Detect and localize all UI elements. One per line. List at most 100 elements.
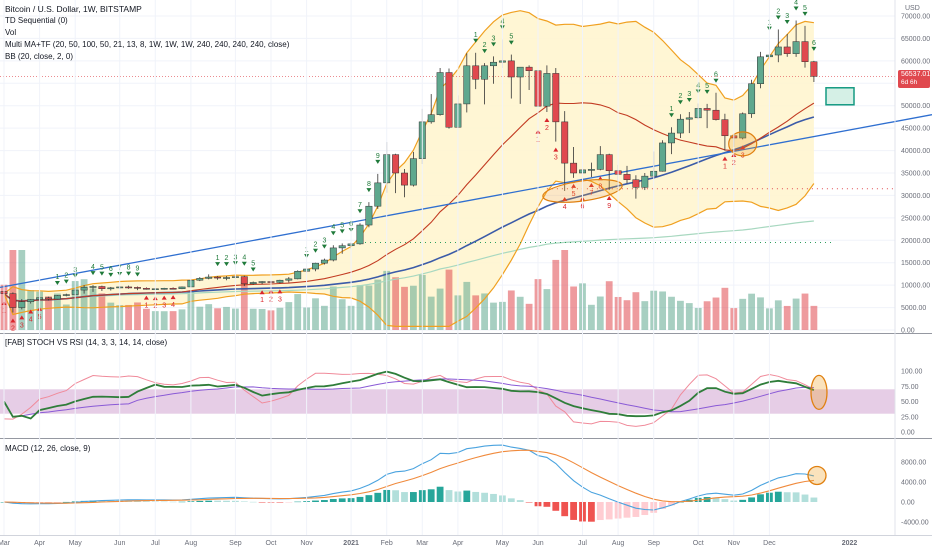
volume-bar	[178, 309, 186, 330]
macd-histogram-bar	[223, 500, 230, 502]
volume-bar	[276, 307, 284, 330]
candle-body	[409, 158, 417, 186]
macd-histogram-bar	[632, 502, 640, 517]
ma-20-line	[3, 102, 815, 302]
macd-histogram-bar	[507, 498, 515, 502]
volume-bar	[356, 285, 364, 330]
macd-histogram-bar	[134, 500, 141, 502]
td-buy-arrow	[606, 196, 612, 201]
td-sell-arrow	[491, 42, 496, 47]
volume-bar	[240, 282, 248, 330]
td-sell-arrow	[357, 209, 363, 214]
x-tick-label: Nov	[728, 540, 741, 547]
candle-body	[392, 154, 400, 174]
x-tick-label: Dec	[763, 540, 776, 547]
macd-histogram-bar	[516, 500, 524, 502]
stoch-line	[3, 372, 815, 427]
macd-histogram-bar	[552, 502, 560, 511]
y-tick-label: 15000.00	[901, 260, 930, 267]
volume-bar	[677, 300, 684, 330]
macd-histogram-bar	[98, 500, 106, 502]
y-tick-label: 0.00	[901, 430, 915, 437]
currency-label: USD	[905, 5, 920, 12]
indicator-td-sequential[interactable]: TD Sequential (0)	[5, 16, 68, 25]
macd-histogram-bar	[810, 497, 818, 502]
y-tick-label: 5000.00	[901, 305, 926, 312]
td-count-label: 5	[251, 261, 255, 268]
candle-body	[481, 65, 489, 80]
td-count-label: 4	[171, 302, 175, 309]
volume-bar	[739, 298, 747, 330]
indicator-multi-ma[interactable]: Multi MA+TF (20, 50, 100, 50, 21, 13, 8,…	[5, 40, 290, 49]
td-buy-arrow	[161, 295, 167, 300]
candle-body	[552, 73, 560, 123]
candle-body	[62, 294, 70, 296]
td-sell-arrow	[669, 113, 674, 118]
stoch-rsi-title[interactable]: [FAB] STOCH VS RSI (14, 3, 3, 14, 14, cl…	[5, 338, 168, 347]
macd-histogram-bar	[703, 497, 711, 502]
td-sell-arrow	[375, 159, 381, 164]
td-count-label: 8	[598, 183, 602, 190]
td-count-label: 7	[589, 190, 593, 197]
td-sell-arrow	[677, 100, 683, 105]
macd-histogram-bar	[623, 502, 631, 518]
last-price-value: 56537.01	[901, 71, 931, 78]
td-count-label: 1	[670, 106, 674, 113]
td-buy-arrow	[277, 289, 283, 294]
candle-body	[596, 154, 604, 170]
y-tick-label: 50000.00	[901, 103, 930, 110]
bollinger-upper-line	[3, 10, 814, 295]
candle-body	[739, 113, 747, 139]
macd-histogram-bar	[196, 500, 204, 502]
indicator-bollinger-bands[interactable]: BB (20, close, 2, 0)	[5, 52, 74, 61]
td-sell-arrow	[215, 262, 221, 267]
td-count-label: 5	[572, 191, 576, 198]
candle-body	[205, 276, 213, 279]
volume-bar	[160, 311, 168, 330]
td-sell-arrow	[366, 188, 372, 193]
macd-histogram-bar	[659, 502, 666, 509]
td-sell-arrow	[802, 11, 808, 16]
td-count-label: 2	[314, 242, 318, 249]
y-tick-label: 45000.00	[901, 126, 930, 133]
macd-histogram-bar	[62, 501, 70, 503]
volume-bar	[525, 303, 533, 330]
volume-bar	[89, 288, 97, 330]
macd-histogram-bar	[54, 502, 61, 503]
volume-bar	[641, 301, 649, 330]
volume-bar	[54, 293, 61, 330]
volume-bar	[258, 308, 266, 330]
volume-bar	[507, 290, 515, 330]
candle-body	[214, 276, 222, 279]
candle-body	[561, 121, 569, 164]
x-tick-label: 2021	[343, 540, 359, 547]
volume-bar	[80, 279, 88, 330]
volume-bar	[436, 288, 444, 330]
td-count-label: 8	[367, 181, 371, 188]
volume-bar	[712, 297, 720, 330]
x-tick-label: 2022	[842, 540, 858, 547]
x-tick-label: Jun	[532, 540, 543, 547]
macd-title[interactable]: MACD (12, 26, close, 9)	[5, 444, 91, 453]
td-sell-arrow	[224, 262, 229, 267]
candle-body	[810, 61, 818, 77]
candle-body	[125, 286, 133, 289]
volume-bar	[329, 286, 337, 330]
td-count-label: 3	[492, 35, 496, 42]
volume-bar	[338, 299, 346, 330]
td-buy-arrow	[722, 156, 728, 161]
td-sell-arrow	[713, 78, 719, 83]
macd-histogram-bar	[205, 500, 213, 502]
td-sell-arrow	[811, 46, 817, 51]
indicator-volume[interactable]: Vol	[5, 28, 17, 37]
macd-histogram-bar	[401, 492, 408, 502]
candle-body	[365, 205, 373, 226]
volume-bar	[392, 277, 399, 330]
candle-body	[525, 66, 533, 71]
td-count-label: 6	[109, 266, 113, 273]
candle-body	[676, 118, 684, 134]
macd-histogram-bar	[410, 492, 417, 502]
td-count-label: 2	[225, 255, 229, 262]
candle-body	[445, 72, 453, 128]
